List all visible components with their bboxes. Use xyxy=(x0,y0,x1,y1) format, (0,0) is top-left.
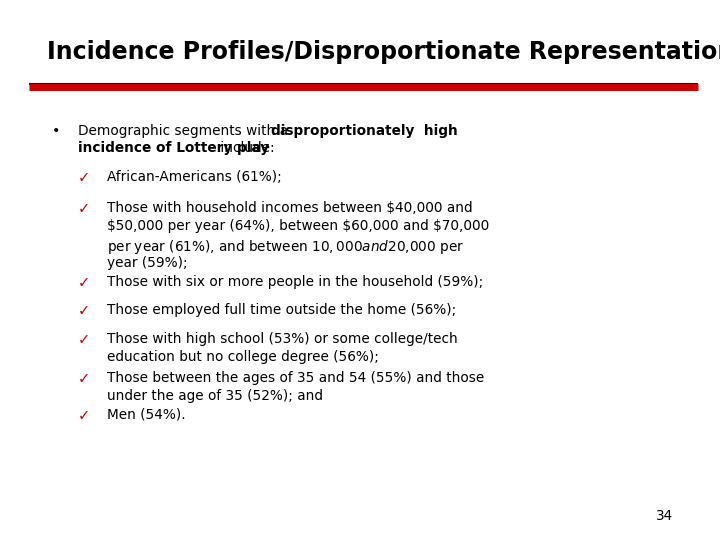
Text: ✓: ✓ xyxy=(78,303,90,319)
Text: Those with six or more people in the household (59%);: Those with six or more people in the hou… xyxy=(107,275,483,289)
Text: ✓: ✓ xyxy=(78,201,90,216)
Text: ✓: ✓ xyxy=(78,332,90,347)
Text: education but no college degree (56%);: education but no college degree (56%); xyxy=(107,350,379,365)
Text: include:: include: xyxy=(216,141,274,156)
Text: ✓: ✓ xyxy=(78,170,90,185)
Text: Those between the ages of 35 and 54 (55%) and those: Those between the ages of 35 and 54 (55%… xyxy=(107,371,484,385)
Text: Men (54%).: Men (54%). xyxy=(107,408,185,422)
Text: year (59%);: year (59%); xyxy=(107,256,187,270)
Text: under the age of 35 (52%); and: under the age of 35 (52%); and xyxy=(107,389,323,403)
Text: ✓: ✓ xyxy=(78,408,90,423)
Text: $50,000 per year (64%), between $60,000 and $70,000: $50,000 per year (64%), between $60,000 … xyxy=(107,219,489,233)
Text: African-Americans (61%);: African-Americans (61%); xyxy=(107,170,282,184)
Text: disproportionately  high: disproportionately high xyxy=(271,124,457,138)
Text: Incidence Profiles/Disproportionate Representation: Incidence Profiles/Disproportionate Repr… xyxy=(47,40,720,64)
Text: 34: 34 xyxy=(656,509,673,523)
Text: Demographic segments with a: Demographic segments with a xyxy=(78,124,292,138)
Text: incidence of Lottery play: incidence of Lottery play xyxy=(78,141,269,156)
Text: per year (61%), and between $10,000 and $20,000 per: per year (61%), and between $10,000 and … xyxy=(107,238,464,255)
Text: •: • xyxy=(52,124,60,138)
Text: ✓: ✓ xyxy=(78,275,90,291)
Text: Those with high school (53%) or some college/tech: Those with high school (53%) or some col… xyxy=(107,332,457,346)
Text: ✓: ✓ xyxy=(78,371,90,386)
Text: Those with household incomes between $40,000 and: Those with household incomes between $40… xyxy=(107,201,472,215)
Text: Those employed full time outside the home (56%);: Those employed full time outside the hom… xyxy=(107,303,456,318)
